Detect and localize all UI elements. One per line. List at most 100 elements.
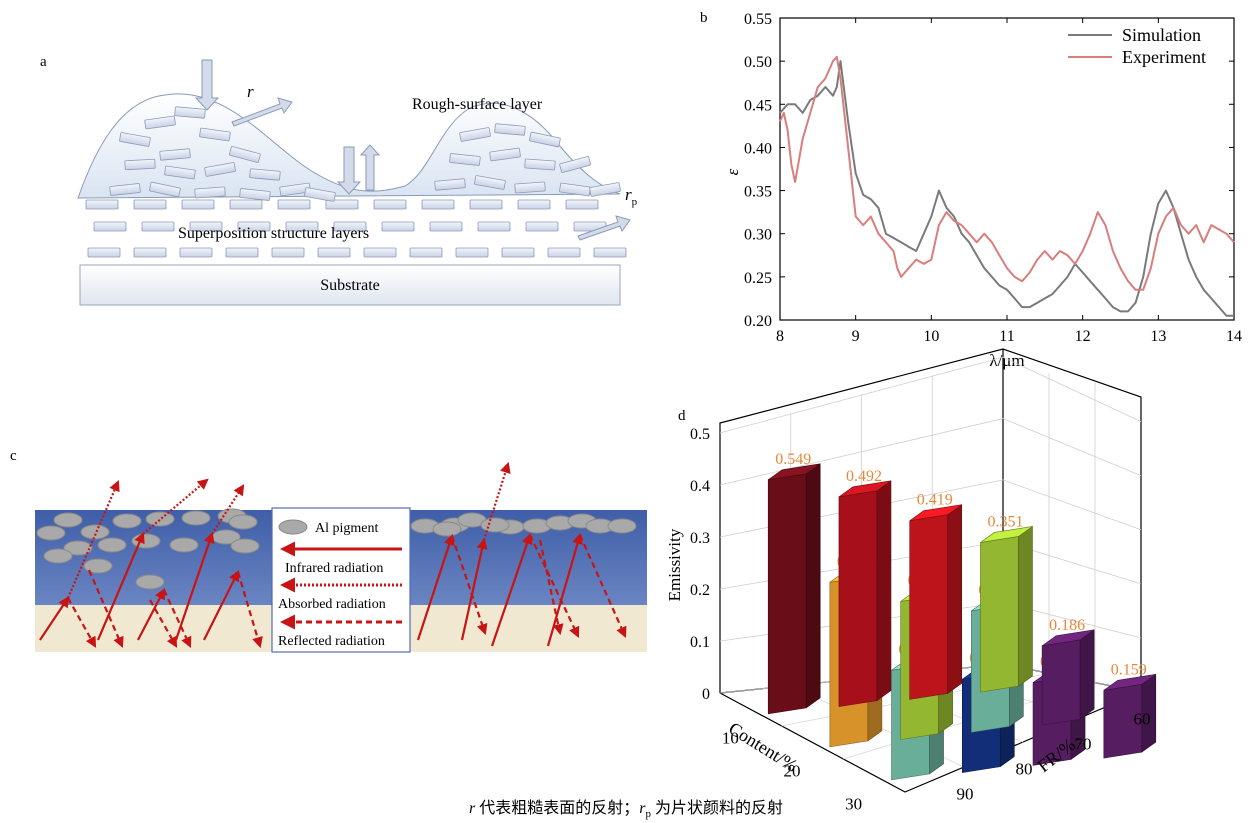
bar-value-label: 0.549 (775, 451, 811, 468)
bar (767, 473, 807, 715)
bar-top (838, 480, 892, 498)
flake-pigment (181, 199, 215, 210)
x-tick-label: 30 (845, 795, 862, 814)
absorbed-ray (211, 484, 245, 535)
incident-arrows (194, 59, 631, 241)
y-tick-label: 0.45 (744, 97, 772, 114)
flake-pigment (93, 221, 127, 232)
flake-pigment (459, 127, 491, 142)
bar-top (909, 504, 962, 522)
flake-pigment (517, 199, 551, 210)
bar-side (1079, 629, 1095, 720)
flake-pigment (559, 156, 591, 173)
flake-pigment (529, 131, 561, 148)
bar-top (980, 526, 1033, 543)
y-tick-label: 70 (1075, 735, 1092, 754)
y-tick-label: 0.25 (744, 270, 772, 287)
y-axis-label: ε (723, 168, 742, 175)
figure-caption: r 代表粗糙表面的反射；rp 为片状颜料的反射 (469, 799, 783, 820)
flake-pigment (524, 158, 556, 171)
bar (838, 490, 878, 707)
flake-pigment (189, 221, 223, 232)
x-tick-label: 8 (776, 328, 784, 345)
pigment-flake (80, 524, 110, 540)
substrate-layer (35, 605, 272, 652)
pigment-flake (36, 525, 66, 541)
chart-bars: 0.5490.3860.2570.4920.3240.2190.4190.285… (767, 451, 1157, 781)
incident-arrow-icon (194, 59, 220, 111)
x-tick-label: 20 (784, 762, 801, 781)
reflected-ray (450, 535, 488, 636)
flake-pigment (489, 147, 521, 162)
flake-pigment (474, 175, 506, 190)
bar-side (805, 463, 821, 709)
flake-pigment (593, 247, 627, 258)
flake-pigment (547, 247, 581, 258)
flake-pigment (229, 146, 261, 163)
pigment-flake (181, 510, 211, 526)
flake-pigment (325, 199, 359, 210)
flake-pigment (194, 186, 226, 199)
flake-pigment (589, 182, 621, 197)
x-tick-label: 14 (1226, 328, 1242, 345)
z-tick-label: 0.4 (690, 478, 710, 495)
chart-series (779, 55, 1235, 317)
z-tick-label: 0.5 (690, 426, 710, 443)
flake-pigment (494, 123, 526, 136)
substrate-block (79, 264, 621, 306)
bar-side (947, 504, 963, 694)
y-tick-label: 0.35 (744, 184, 772, 201)
grid-line (1002, 356, 1142, 422)
legend-label: Simulation (1122, 25, 1201, 45)
flake-pigments (85, 106, 627, 258)
legend-absorbed: Absorbed radiation (278, 597, 386, 612)
y-tick-label: 90 (957, 785, 974, 804)
pigment-flake (53, 512, 83, 528)
y-tick-label: 0.30 (744, 227, 772, 244)
pigment-flake (145, 511, 175, 527)
reflected-ray (236, 571, 263, 649)
panel-a-schematic: a Substrate Superposition structure laye… (40, 54, 638, 306)
pigment-flake (63, 540, 93, 556)
flake-pigment (421, 199, 455, 210)
flake-pigment (514, 181, 546, 194)
flake-pigment (149, 181, 181, 198)
flake-pigment (87, 247, 121, 258)
flake-pigment (279, 182, 311, 197)
pigment-flake (169, 537, 199, 553)
panel-b-line-chart: b 8 9 10 11 12 13 14 0.20 0.25 0.30 0.35 0.40 0.45 0.… (700, 10, 1242, 370)
flake-pigment (449, 153, 481, 166)
pigment-flake (480, 517, 510, 533)
flake-pigment (133, 199, 167, 210)
y-tick-label: 80 (1016, 760, 1033, 779)
x-tick-label: 13 (1150, 328, 1166, 345)
reflected-ray (578, 534, 627, 639)
bar-top (1041, 629, 1095, 647)
pigment-flake (83, 558, 113, 574)
flake-pigment (381, 221, 415, 232)
z-tick-label: 0.2 (690, 582, 710, 599)
rp-label: rp (625, 185, 638, 208)
3d-box-outline (719, 348, 1142, 793)
x-tick-label: 11 (999, 328, 1014, 345)
z-axis-label: Emissivity (665, 528, 684, 601)
flake-pigment (124, 158, 156, 171)
pigment-flakes (36, 508, 637, 590)
flake-pigment (501, 247, 535, 258)
bar (909, 514, 949, 700)
infrared-ray (490, 532, 533, 647)
reflected-ray (538, 539, 564, 636)
reflected-ray (163, 589, 192, 648)
r-label: r (247, 82, 254, 101)
reflected-ray (87, 569, 124, 649)
pigment-flake (230, 538, 260, 554)
z-tick-label: 0.1 (690, 634, 710, 651)
flake-pigment (304, 187, 336, 202)
bar-value-label: 0.351 (987, 513, 1023, 530)
bar-top (1103, 674, 1156, 691)
infrared-ray (203, 570, 239, 641)
flake-pigment (249, 168, 281, 181)
panel-d-3d-bar-chart: d 0.5490.3860.2570.4920.3240.2190.4190.2… (665, 348, 1157, 814)
flake-pigment (164, 165, 196, 180)
reflected-ray (67, 597, 97, 648)
